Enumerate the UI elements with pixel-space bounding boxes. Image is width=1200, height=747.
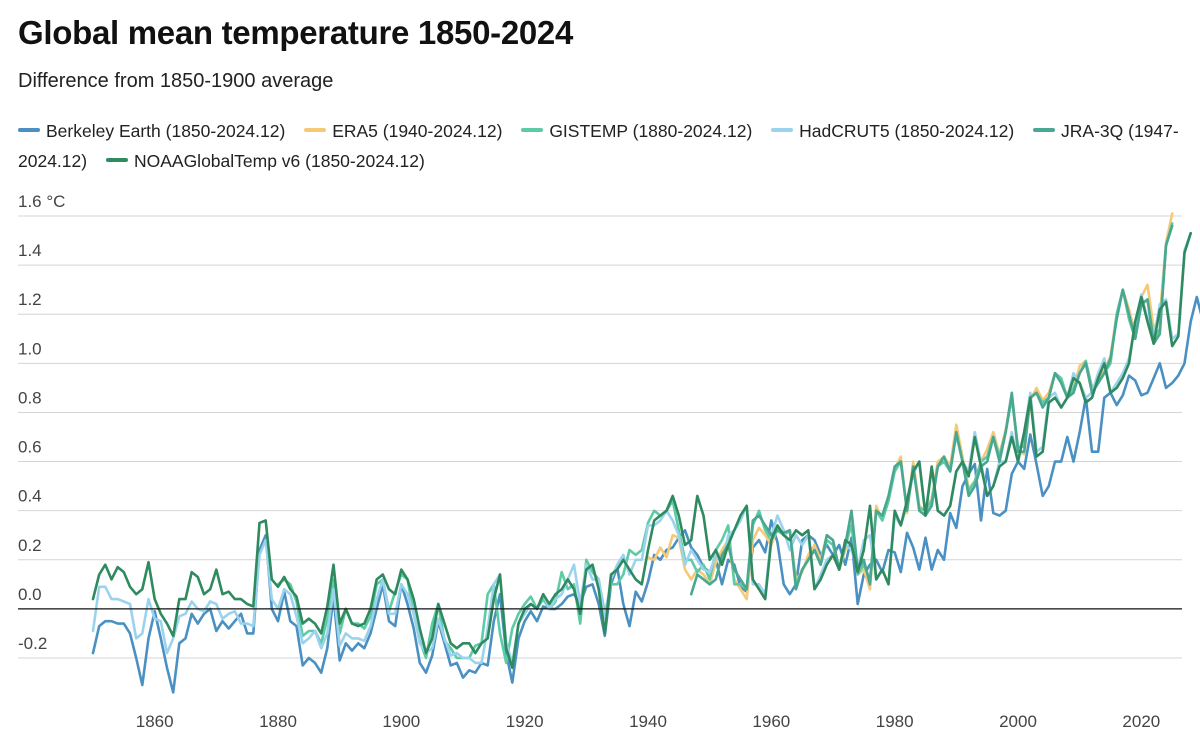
- legend-swatch: [304, 128, 327, 133]
- legend-label: Berkeley Earth (1850-2024.12): [46, 121, 286, 141]
- legend-item: JRA-3Q (1947-2024.12): [18, 121, 1179, 171]
- legend-swatch: [105, 158, 128, 163]
- x-tick-label: 1940: [629, 712, 667, 731]
- legend-label: ERA5 (1940-2024.12): [332, 121, 503, 141]
- x-tick-label: 1900: [382, 712, 420, 731]
- legend-swatch: [18, 128, 40, 133]
- y-tick-label: 1.0: [18, 339, 42, 358]
- series-line-4: [689, 224, 1174, 596]
- chart-legend: Berkeley Earth (1850-2024.12) ERA5 (1940…: [18, 116, 1188, 176]
- x-tick-label: 1880: [259, 712, 297, 731]
- x-tick-label: 1860: [136, 712, 174, 731]
- y-tick-label: 0.6: [18, 438, 42, 457]
- legend-swatch: [1033, 128, 1056, 133]
- x-tick-label: 2020: [1122, 712, 1160, 731]
- chart-subtitle: Difference from 1850-1900 average: [18, 70, 334, 92]
- chart-title: Global mean temperature 1850-2024: [18, 14, 574, 51]
- legend-item: GISTEMP (1880-2024.12): [521, 121, 752, 141]
- x-tick-label: 2000: [999, 712, 1037, 731]
- legend-item: ERA5 (1940-2024.12): [304, 121, 502, 141]
- legend-item: HadCRUT5 (1850-2024.12): [771, 121, 1014, 141]
- legend-label: HadCRUT5 (1850-2024.12): [799, 121, 1015, 141]
- legend-swatch: [521, 128, 544, 133]
- series-line-0: [91, 295, 1200, 694]
- y-tick-label: 1.2: [18, 290, 42, 309]
- legend-label: JRA-3Q (1947-2024.12): [18, 121, 1179, 171]
- series-line-5: [91, 231, 1192, 670]
- legend-swatch: [771, 128, 794, 133]
- legend-item: Berkeley Earth (1850-2024.12): [18, 121, 285, 141]
- x-axis-tick-labels: 1860 1880 1900 1920 1940 1960 1980 2000 2020: [136, 712, 1160, 731]
- y-tick-label: 0.0: [18, 585, 42, 604]
- legend-label: NOAAGlobalTemp v6 (1850-2024.12): [133, 151, 425, 171]
- x-tick-label: 1980: [876, 712, 914, 731]
- series-lines: [91, 212, 1200, 694]
- y-tick-label: 0.2: [18, 536, 42, 555]
- y-axis-tick-labels: -0.2 0.0 0.2 0.4 0.6 0.8 1.0 1.2 1.4 1.6 °C: [18, 192, 65, 653]
- x-tick-label: 1960: [752, 712, 790, 731]
- y-tick-label: 1.6 °C: [18, 192, 65, 211]
- legend-item: NOAAGlobalTemp v6 (1850-2024.12): [105, 151, 425, 171]
- y-tick-label: 0.8: [18, 388, 42, 407]
- gridlines: [18, 215, 1182, 659]
- x-tick-label: 1920: [506, 712, 544, 731]
- legend-label: GISTEMP (1880-2024.12): [549, 121, 753, 141]
- y-tick-label: -0.2: [18, 634, 47, 653]
- y-tick-label: 0.4: [18, 487, 42, 506]
- y-tick-label: 1.4: [18, 241, 42, 260]
